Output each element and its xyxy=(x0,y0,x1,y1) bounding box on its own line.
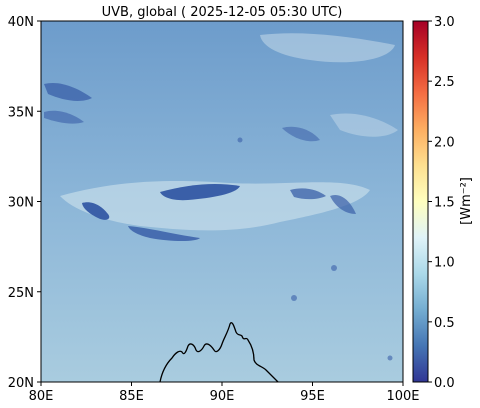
colorbar-ticks: 0.0 0.5 1.0 1.5 2.0 2.5 3.0 xyxy=(428,15,455,391)
colorbar: 0.0 0.5 1.0 1.5 2.0 2.5 3.0 [Wm⁻²] xyxy=(412,15,474,391)
colorbar-tick-label: 0.0 xyxy=(434,376,455,391)
longitude-axis: 80E 85E 90E 95E 100E xyxy=(29,382,420,404)
cloud-cluster-35n xyxy=(44,110,84,124)
cloud-north-light xyxy=(260,33,395,63)
lat-tick-label: 25N xyxy=(8,286,34,301)
coastline xyxy=(159,322,279,383)
cloud-speck xyxy=(291,295,297,301)
cloud-speck xyxy=(237,137,243,143)
lat-tick-label: 20N xyxy=(8,376,34,391)
lat-tick-label: 35N xyxy=(8,105,34,120)
cloud-cluster-31n-east xyxy=(330,194,356,214)
map-panel xyxy=(40,20,404,383)
colorbar-tick-label: 3.0 xyxy=(434,15,455,30)
lon-tick-label: 90E xyxy=(210,389,235,404)
cloud-speck xyxy=(387,355,393,361)
colorbar-tick-label: 1.0 xyxy=(434,256,455,271)
cloud-cluster-29n-west xyxy=(82,202,110,220)
cloud-northwest-light xyxy=(330,113,398,137)
colorbar-tick-label: 1.5 xyxy=(434,196,455,211)
colorbar-gradient xyxy=(412,20,429,383)
lon-tick-label: 80E xyxy=(29,389,54,404)
colorbar-tick-label: 2.0 xyxy=(434,135,455,150)
lon-tick-label: 85E xyxy=(119,389,144,404)
lon-tick-label: 100E xyxy=(386,389,419,404)
cloud-cluster-30n xyxy=(160,184,240,201)
map-title: UVB, global ( 2025-12-05 05:30 UTC) xyxy=(102,5,343,20)
lat-tick-label: 40N xyxy=(8,15,34,30)
colorbar-label: [Wm⁻²] xyxy=(459,177,474,225)
cloud-cluster-28n xyxy=(128,226,200,241)
cloud-patterns xyxy=(44,33,398,361)
lon-tick-label: 95E xyxy=(300,389,325,404)
cloud-cluster-33n xyxy=(282,126,320,142)
latitude-axis: 20N 25N 30N 35N 40N xyxy=(8,15,41,391)
cloud-speck xyxy=(331,265,337,271)
colorbar-tick-label: 0.5 xyxy=(434,316,455,331)
cloud-cluster-30n-east xyxy=(290,188,326,200)
colorbar-tick-label: 2.5 xyxy=(434,75,455,90)
cloud-cluster-36n xyxy=(44,82,92,101)
lat-tick-label: 30N xyxy=(8,196,34,211)
